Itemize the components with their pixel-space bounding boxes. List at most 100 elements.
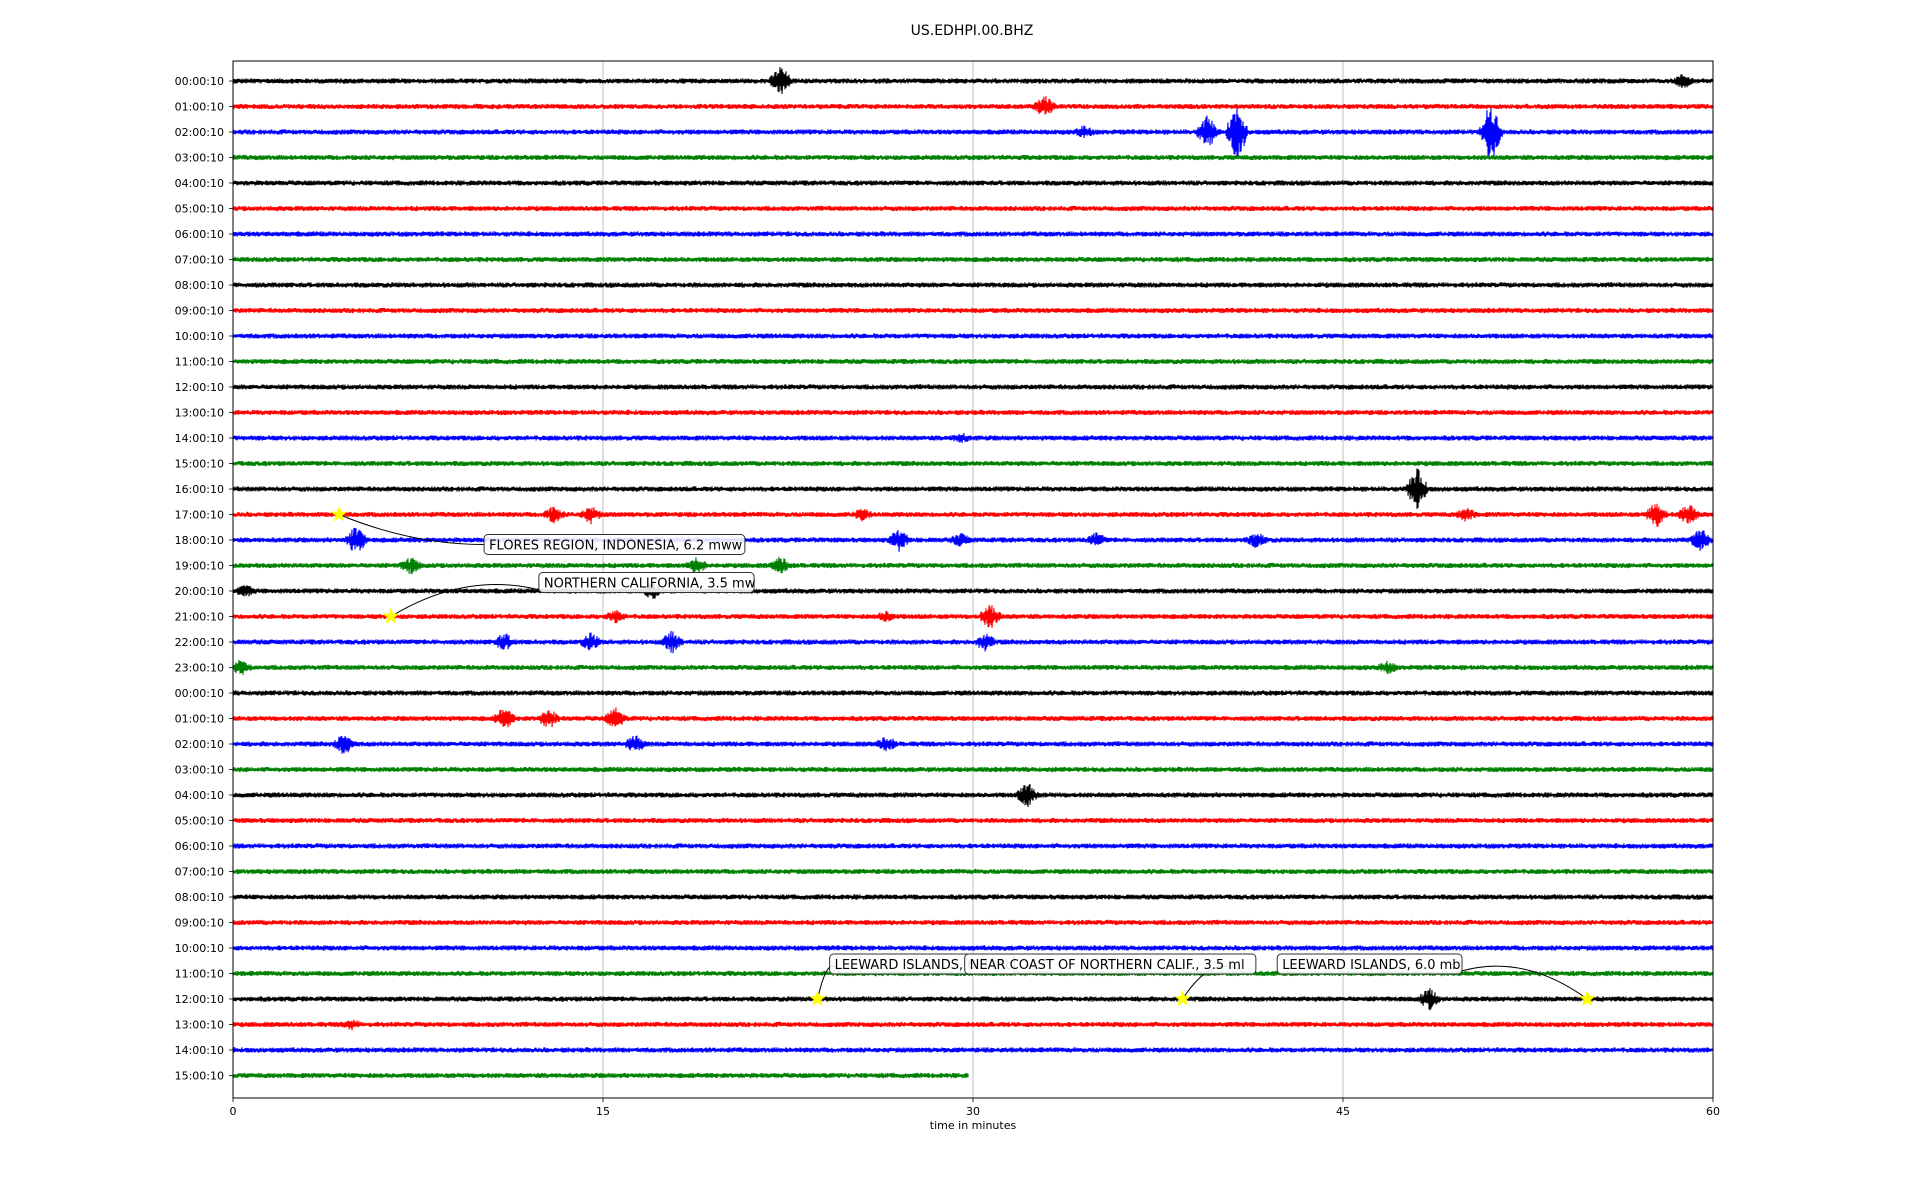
seismic-trace	[232, 783, 1714, 808]
seismic-trace	[232, 468, 1714, 509]
y-tick-label: 18:00:10	[175, 534, 224, 547]
event-star-marker	[809, 990, 826, 1007]
x-axis: 0 15 30 45 60	[230, 1098, 1720, 1118]
y-tick-label: 11:00:10	[175, 356, 224, 369]
seismic-trace	[232, 383, 1714, 391]
seismic-trace	[232, 307, 1714, 314]
event-annotations: FLORES REGION, INDONESIA, 6.2 mww NORTHER…	[330, 505, 1596, 1007]
seismic-trace	[232, 205, 1714, 212]
seismic-trace	[232, 1019, 1714, 1031]
seismic-trace	[232, 659, 1714, 675]
seismic-trace	[232, 1046, 1714, 1054]
seismic-trace	[232, 766, 1714, 773]
y-tick-label: 15:00:10	[175, 1070, 224, 1083]
event-label-box	[1276, 953, 1463, 975]
event-connector	[1451, 965, 1588, 1000]
y-tick-labels: 00:00:10 01:00:10 02:00:10 03:00:10 04:00:10…	[175, 75, 233, 1083]
y-tick-label: 02:00:10	[175, 126, 224, 139]
y-tick-label: 01:00:10	[175, 713, 224, 726]
y-tick-label: 11:00:10	[175, 968, 224, 981]
y-tick-label: 22:00:10	[175, 636, 224, 649]
y-tick-label: 12:00:10	[175, 381, 224, 394]
seismic-trace	[232, 919, 1714, 926]
y-tick-label: 14:00:10	[175, 432, 224, 445]
y-tick-label: 06:00:10	[175, 840, 224, 853]
y-tick-label: 00:00:10	[175, 687, 224, 700]
event-label: FLORES REGION, INDONESIA, 6.2 mww	[489, 539, 743, 554]
seismic-trace	[232, 630, 1714, 654]
y-tick-label: 08:00:10	[175, 891, 224, 904]
y-tick-label: 09:00:10	[175, 305, 224, 318]
y-tick-label: 10:00:10	[175, 942, 224, 955]
seismic-trace	[232, 527, 1714, 552]
x-axis-label: time in minutes	[930, 1119, 1017, 1132]
y-tick-label: 04:00:10	[175, 177, 224, 190]
seismic-trace	[232, 1072, 969, 1079]
event-connector	[338, 514, 485, 545]
y-tick-label: 09:00:10	[175, 917, 224, 930]
seismic-trace	[232, 332, 1714, 340]
x-tick-label: 60	[1706, 1105, 1720, 1118]
event-label-box	[483, 534, 746, 555]
seismic-trace	[232, 96, 1714, 115]
seismic-trace	[232, 154, 1714, 161]
y-tick-label: 16:00:10	[175, 483, 224, 496]
seismic-trace	[232, 230, 1714, 238]
seismic-trace	[232, 868, 1714, 875]
x-tick-label: 15	[596, 1105, 610, 1118]
seismic-trace	[232, 893, 1714, 901]
chart-title: US.EDHPI.00.BHZ	[911, 23, 1034, 39]
y-tick-label: 01:00:10	[175, 101, 224, 114]
seismic-trace	[232, 735, 1714, 754]
seismic-trace	[232, 988, 1714, 1011]
event-star-marker	[1578, 990, 1596, 1007]
y-tick-label: 07:00:10	[175, 866, 224, 879]
event-label: NORTHERN CALIFORNIA, 3.5 mw	[544, 577, 756, 592]
seismic-trace	[232, 281, 1714, 289]
seismic-trace	[232, 944, 1714, 952]
y-tick-label: 13:00:10	[175, 1019, 224, 1032]
x-tick-label: 0	[230, 1105, 237, 1118]
event-star-marker	[330, 505, 348, 522]
y-tick-label: 12:00:10	[175, 993, 224, 1006]
event-label-box	[538, 572, 755, 593]
seismic-trace	[232, 409, 1714, 416]
event-star-marker	[1174, 990, 1191, 1007]
event-label-box	[964, 953, 1257, 975]
event-star-marker	[382, 607, 400, 624]
seismic-trace	[232, 605, 1714, 628]
y-tick-label: 08:00:10	[175, 279, 224, 292]
y-tick-label: 14:00:10	[175, 1044, 224, 1057]
seismic-trace	[232, 460, 1714, 467]
y-tick-label: 05:00:10	[175, 815, 224, 828]
event-connector	[390, 584, 550, 617]
y-tick-label: 07:00:10	[175, 254, 224, 267]
y-tick-label: 17:00:10	[175, 509, 224, 522]
seismic-trace	[232, 433, 1714, 444]
y-tick-label: 23:00:10	[175, 662, 224, 675]
event-label: NEAR COAST OF NORTHERN CALIF., 3.5 ml	[970, 958, 1245, 973]
y-tick-label: 20:00:10	[175, 585, 224, 598]
seismic-trace	[232, 107, 1714, 159]
seismic-trace	[232, 66, 1714, 95]
seismic-trace	[232, 358, 1714, 365]
y-tick-label: 21:00:10	[175, 611, 224, 624]
event-label: LEEWARD ISLANDS, 6.0 mb	[1282, 958, 1460, 973]
y-tick-label: 06:00:10	[175, 228, 224, 241]
y-tick-label: 04:00:10	[175, 789, 224, 802]
seismic-trace	[232, 817, 1714, 824]
seismic-trace	[232, 707, 1714, 728]
y-tick-label: 05:00:10	[175, 203, 224, 216]
seismic-trace	[232, 503, 1714, 527]
seismic-trace	[232, 256, 1714, 263]
seismic-trace	[232, 583, 1714, 599]
y-tick-label: 03:00:10	[175, 764, 224, 777]
y-tick-label: 10:00:10	[175, 330, 224, 343]
x-tick-label: 30	[966, 1105, 980, 1118]
seismic-trace	[232, 689, 1714, 697]
seismic-traces	[232, 66, 1714, 1079]
x-tick-label: 45	[1336, 1105, 1350, 1118]
y-tick-label: 00:00:10	[175, 75, 224, 88]
